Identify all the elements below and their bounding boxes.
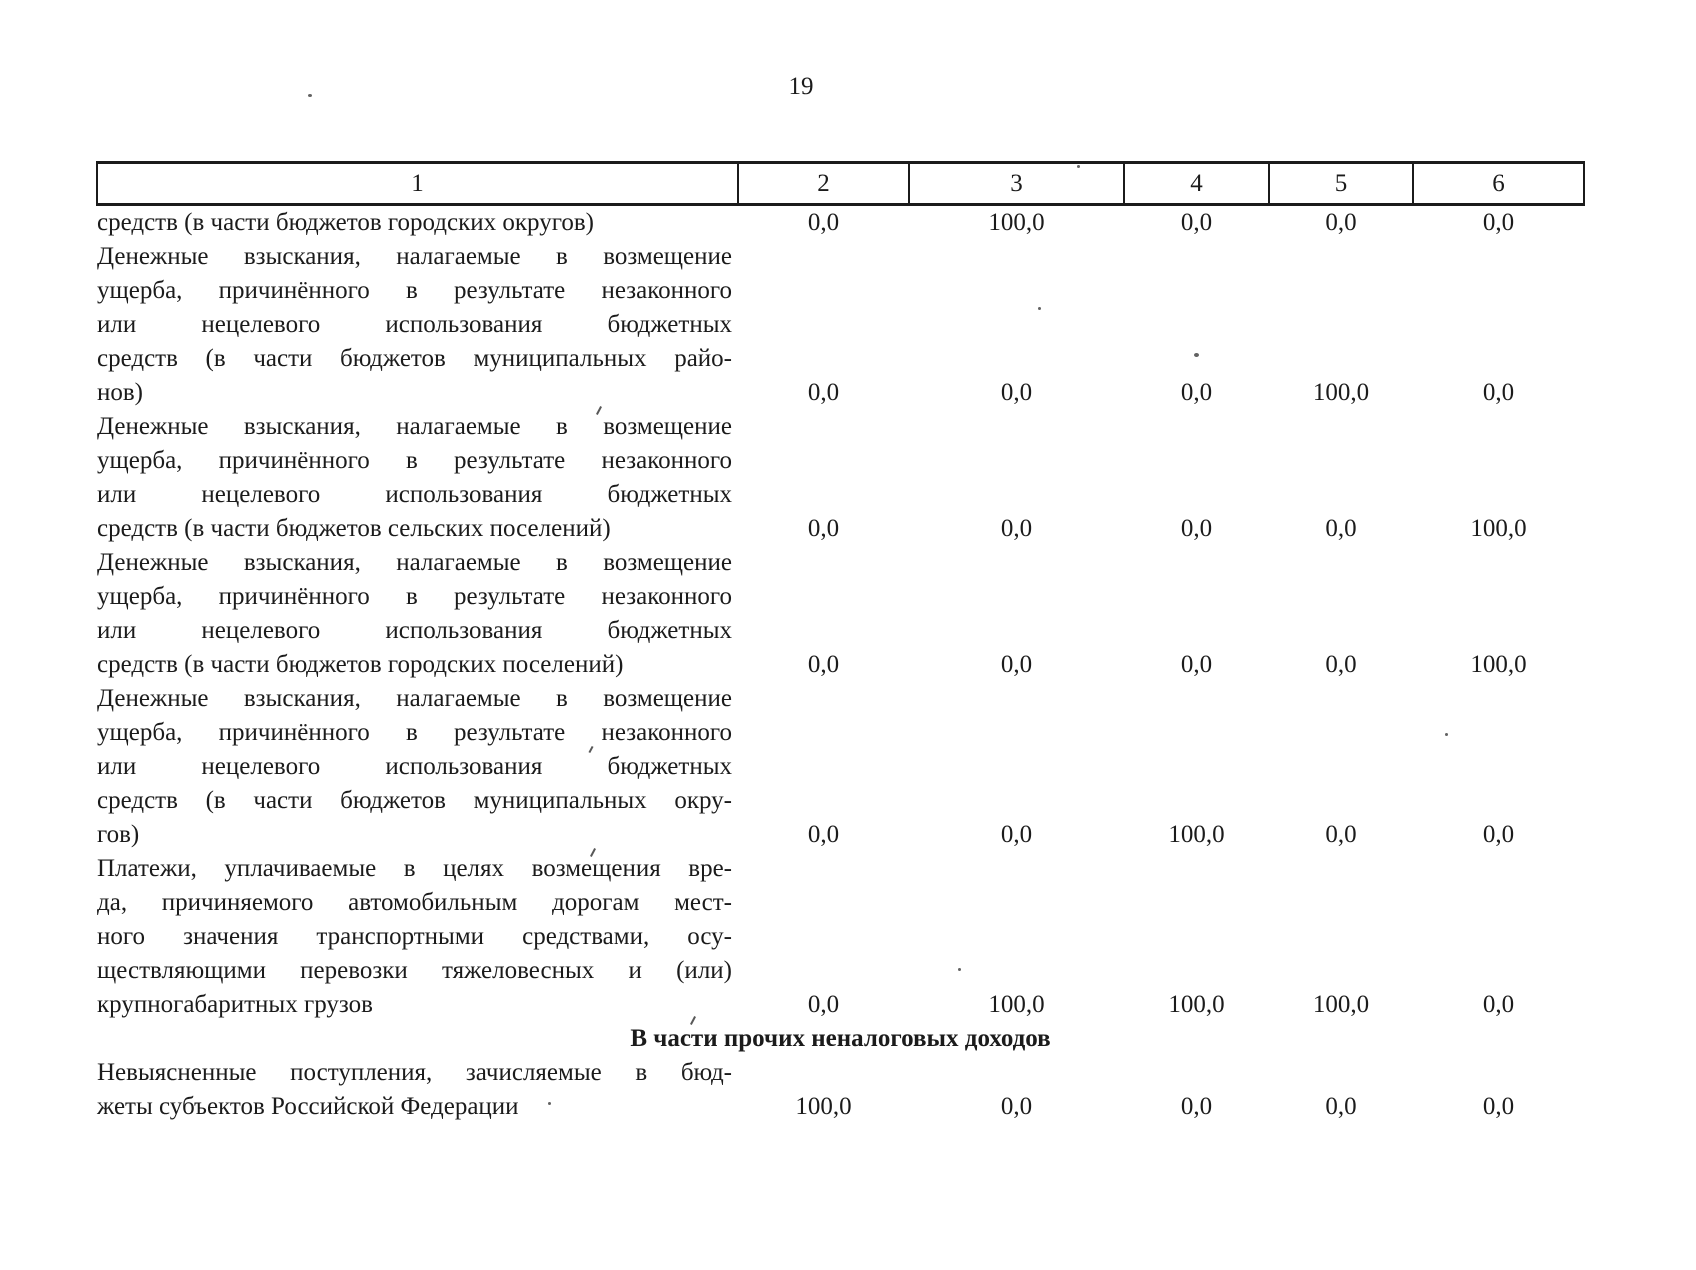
value-cell: 0,0	[1000, 379, 1033, 406]
text-line: или нецелевого использования бюджетных	[97, 481, 732, 508]
value-cell: 100,0	[988, 991, 1045, 1018]
row-text-cell: Денежные взыскания, налагаемые в возмеще…	[97, 240, 738, 410]
row-text-cell: средств (в части бюджетов городских окру…	[97, 205, 738, 241]
value-cell: 0,0	[1325, 1093, 1357, 1120]
scan-speck	[1194, 353, 1199, 357]
scan-speck	[958, 968, 961, 971]
value-cell: 0,0	[1482, 991, 1515, 1018]
text-line: средств (в части бюджетов муниципальных …	[97, 345, 732, 372]
value-cell: 100,0	[1470, 515, 1527, 542]
table-row: Денежные взыскания, налагаемые в возмеще…	[97, 410, 1584, 546]
text-line: Денежные взыскания, налагаемые в возмеще…	[97, 549, 732, 576]
section-header-row: В части прочих неналоговых доходов	[97, 1022, 1584, 1056]
value-cell: 0,0	[1000, 515, 1033, 542]
value-cell: 0,0	[807, 651, 840, 678]
scan-speck	[548, 1102, 551, 1105]
value-cell: 0,0	[1482, 209, 1515, 236]
text-line: Невыясненные поступления, зачисляемые в …	[97, 1059, 732, 1086]
text-line: да, причиняемого автомобильным дорогам м…	[97, 889, 732, 916]
text-line: крупногабаритных грузов	[97, 991, 373, 1018]
text-line: ущерба, причинённого в результате незако…	[97, 277, 732, 304]
value-cell: 100,0	[1312, 379, 1370, 406]
scan-speck	[1445, 733, 1448, 736]
budget-distribution-table: 1 2 3 4 5 6 средств (в части бюджетов го…	[96, 161, 1585, 1124]
text-line: ущерба, причинённого в результате незако…	[97, 719, 732, 746]
header-cell-3: 3	[908, 161, 1125, 206]
value-cell: 0,0	[1180, 515, 1213, 542]
text-line: или нецелевого использования бюджетных	[97, 617, 732, 644]
table-row: Платежи, уплачиваемые в целях возмещения…	[97, 852, 1584, 1022]
scan-speck	[1038, 307, 1041, 310]
header-cell-4: 4	[1123, 161, 1270, 206]
header-cell-5: 5	[1268, 161, 1414, 206]
text-line: ного значения транспортными средствами, …	[97, 923, 732, 950]
value-cell: 0,0	[807, 379, 840, 406]
text-line: Денежные взыскания, налагаемые в возмеще…	[97, 685, 732, 712]
value-cell: 0,0	[1482, 821, 1515, 848]
text-line: или нецелевого использования бюджетных	[97, 753, 732, 780]
table-row: Денежные взыскания, налагаемые в возмеще…	[97, 682, 1584, 852]
value-cell: 0,0	[807, 515, 840, 542]
value-cell: 0,0	[1482, 1093, 1515, 1120]
page-number: 19	[788, 73, 814, 100]
row-text-cell: Платежи, уплачиваемые в целях возмещения…	[97, 852, 738, 1022]
scanned-document-page: { "page": { "number": "19" }, "colors": …	[0, 70, 1696, 1270]
value-cell: 0,0	[1325, 821, 1357, 848]
value-cell: 0,0	[1325, 515, 1357, 542]
value-cell: 0,0	[1180, 379, 1213, 406]
value-cell: 0,0	[1180, 209, 1213, 236]
value-cell: 0,0	[807, 991, 840, 1018]
value-cell: 0,0	[1180, 1093, 1213, 1120]
text-line: средств (в части бюджетов городских окру…	[97, 209, 594, 236]
table-row: Денежные взыскания, налагаемые в возмеще…	[97, 240, 1584, 410]
text-line: средств (в части бюджетов муниципальных …	[97, 787, 732, 814]
text-line: Денежные взыскания, налагаемые в возмеще…	[97, 413, 732, 440]
value-cell: 0,0	[807, 209, 840, 236]
value-cell: 0,0	[807, 821, 840, 848]
value-cell: 100,0	[988, 209, 1045, 236]
text-line: средств (в части бюджетов сельских посел…	[97, 515, 611, 542]
row-text-cell: Денежные взыскания, налагаемые в возмеще…	[97, 410, 738, 546]
text-line: нов)	[97, 379, 144, 406]
text-line: или нецелевого использования бюджетных	[97, 311, 732, 338]
table-row: Денежные взыскания, налагаемые в возмеще…	[97, 546, 1584, 682]
row-text-cell: Денежные взыскания, налагаемые в возмеще…	[97, 682, 738, 852]
text-line: жеты субъектов Российской Федерации	[97, 1093, 519, 1120]
value-cell: 100,0	[1470, 651, 1527, 678]
value-cell: 0,0	[1325, 651, 1357, 678]
text-line: ущерба, причинённого в результате незако…	[97, 583, 732, 610]
header-cell-6: 6	[1412, 161, 1585, 206]
value-cell: 0,0	[1000, 821, 1033, 848]
text-line: Платежи, уплачиваемые в целях возмещения…	[97, 855, 732, 882]
value-cell: 100,0	[1312, 991, 1370, 1018]
table-row: средств (в части бюджетов городских окру…	[97, 205, 1584, 241]
header-cell-1: 1	[96, 161, 739, 206]
row-text-cell: Невыясненные поступления, зачисляемые в …	[97, 1056, 738, 1124]
value-cell: 100,0	[1168, 991, 1225, 1018]
section-header-label: В части прочих неналоговых доходов	[630, 1025, 1051, 1052]
table-header-row: 1 2 3 4 5 6	[96, 161, 1585, 206]
value-cell: 0,0	[1482, 379, 1515, 406]
text-line: гов)	[97, 821, 140, 848]
text-line: ущерба, причинённого в результате незако…	[97, 447, 732, 474]
value-cell: 0,0	[1325, 209, 1357, 236]
text-line: ществляющими перевозки тяжеловесных и (и…	[97, 957, 732, 984]
table-row: Невыясненные поступления, зачисляемые в …	[97, 1056, 1584, 1124]
value-cell: 0,0	[1180, 651, 1213, 678]
value-cell: 0,0	[1000, 651, 1033, 678]
value-cell: 100,0	[1168, 821, 1225, 848]
scan-speck	[308, 94, 312, 97]
value-cell: 100,0	[795, 1093, 852, 1120]
row-text-cell: Денежные взыскания, налагаемые в возмеще…	[97, 546, 738, 682]
text-line: Денежные взыскания, налагаемые в возмеще…	[97, 243, 732, 270]
value-cell: 0,0	[1000, 1093, 1033, 1120]
text-line: средств (в части бюджетов городских посе…	[97, 651, 624, 678]
scan-speck	[1077, 165, 1080, 168]
header-cell-2: 2	[737, 161, 910, 206]
